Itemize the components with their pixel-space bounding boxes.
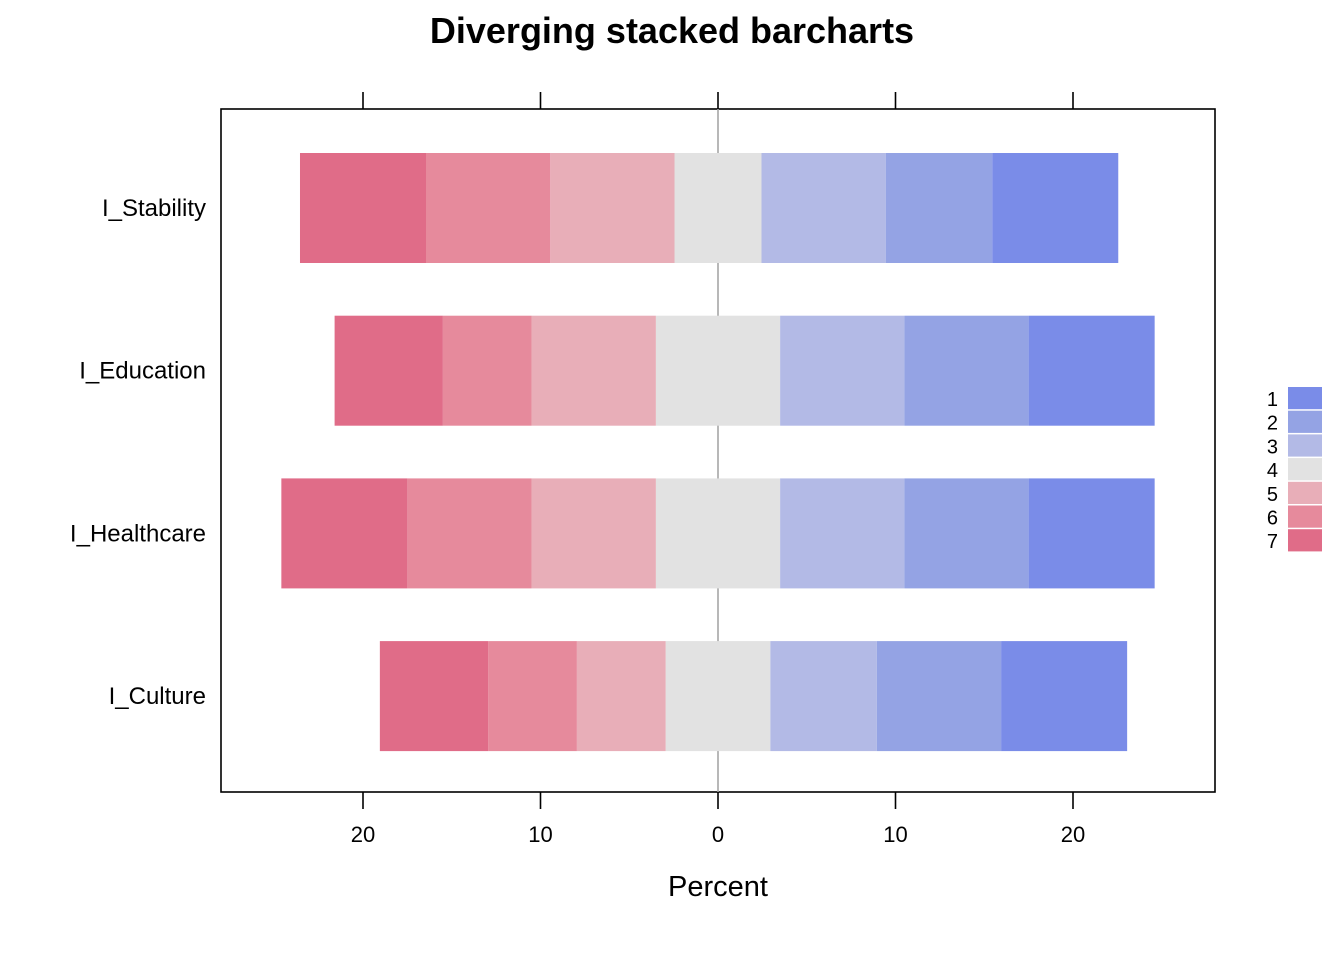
- bar-segment: [550, 153, 675, 263]
- category-label: I_Healthcare: [70, 520, 206, 547]
- bar-segment: [407, 478, 532, 589]
- x-axis-label: Percent: [668, 871, 768, 903]
- legend-label: 3: [1267, 436, 1278, 458]
- bar-segment: [442, 315, 532, 426]
- legend-swatch: [1288, 387, 1322, 410]
- bar-segment: [992, 153, 1119, 263]
- bar-segment: [761, 153, 886, 263]
- legend-label: 5: [1267, 484, 1278, 506]
- legend-swatch: [1288, 529, 1322, 552]
- legend-label: 4: [1267, 460, 1278, 482]
- bar-segment: [665, 641, 771, 752]
- x-tick-label: 20: [1061, 822, 1085, 847]
- bar-segment: [655, 478, 781, 589]
- bar-segment: [770, 641, 877, 752]
- legend-swatch: [1288, 505, 1322, 528]
- bar-segment: [281, 478, 408, 589]
- bar-segment: [488, 641, 577, 752]
- bar-segment: [531, 315, 656, 426]
- bar-segment: [674, 153, 762, 263]
- category-label: I_Stability: [102, 195, 206, 222]
- legend-swatch: [1288, 481, 1322, 504]
- bar-segment: [904, 478, 1029, 589]
- bar-segment: [780, 478, 905, 589]
- bar-segment: [1028, 478, 1155, 589]
- legend-label: 1: [1267, 389, 1278, 411]
- legend-label: 6: [1267, 508, 1278, 530]
- bar-segment: [885, 153, 993, 263]
- bar-segment: [334, 315, 443, 426]
- legend-label: 2: [1267, 413, 1278, 435]
- x-tick-label: 20: [351, 822, 375, 847]
- x-tick-label: 10: [528, 822, 552, 847]
- bar-segment: [1001, 641, 1128, 752]
- bar-segment: [426, 153, 551, 263]
- legend-swatch: [1288, 410, 1322, 433]
- legend-label: 7: [1267, 531, 1278, 553]
- bar-segment: [576, 641, 666, 752]
- chart-title: Diverging stacked barcharts: [429, 10, 915, 51]
- legend-swatch: [1288, 434, 1322, 457]
- bar-segment: [1028, 315, 1155, 426]
- category-label: I_Culture: [109, 683, 206, 710]
- bar-segment: [655, 315, 781, 426]
- legend-swatch: [1288, 458, 1322, 481]
- category-label: I_Education: [79, 358, 206, 385]
- bar-segment: [780, 315, 905, 426]
- x-tick-label: 0: [712, 822, 724, 847]
- bar-segment: [876, 641, 1002, 752]
- bar-segment: [299, 153, 427, 263]
- x-tick-label: 10: [883, 822, 907, 847]
- bar-segment: [379, 641, 489, 752]
- bar-segment: [904, 315, 1029, 426]
- bar-segment: [531, 478, 656, 589]
